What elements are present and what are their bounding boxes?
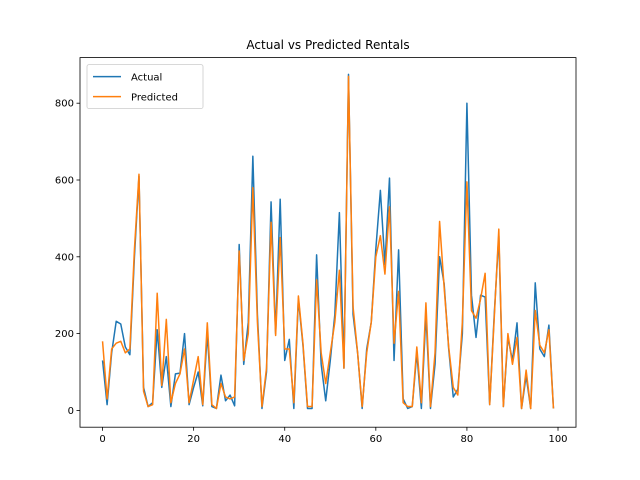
x-tick-label: 60	[369, 434, 382, 445]
line-series	[101, 75, 555, 410]
line-series	[101, 73, 555, 410]
y-tick-label: 0	[68, 406, 74, 417]
x-tick-label: 20	[187, 434, 200, 445]
x-tick-label: 0	[99, 434, 105, 445]
y-tick-label: 400	[55, 252, 74, 263]
y-tick-label: 200	[55, 329, 74, 340]
legend-label: Actual	[131, 73, 162, 84]
y-tick-label: 800	[55, 99, 74, 110]
legend-label: Predicted	[131, 93, 178, 104]
y-tick-label: 600	[55, 176, 74, 187]
axes-frame	[79, 57, 577, 428]
chart-title: Actual vs Predicted Rentals	[246, 38, 409, 52]
x-tick-label: 40	[278, 434, 291, 445]
x-tick-label: 80	[461, 434, 474, 445]
legend-box	[86, 64, 204, 109]
x-tick-label: 100	[548, 434, 567, 445]
